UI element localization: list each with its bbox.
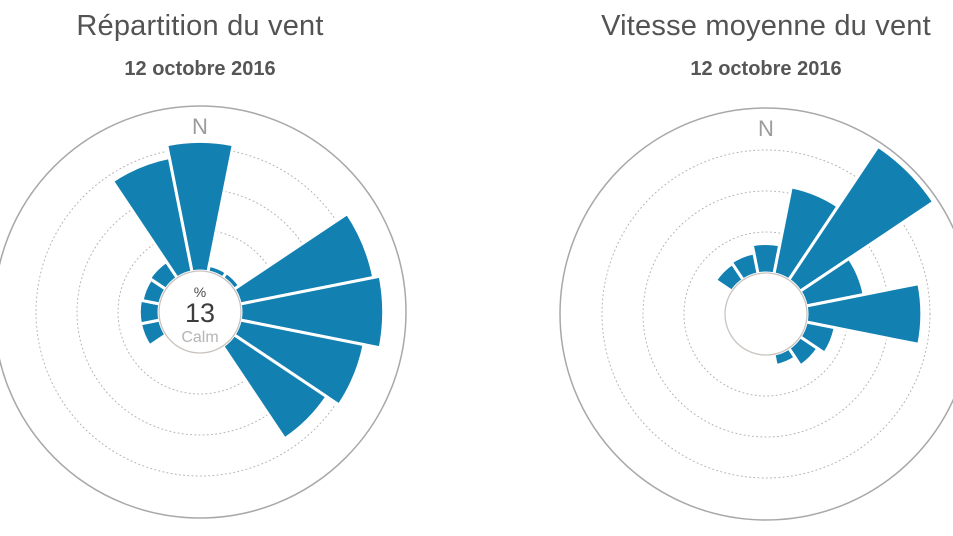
wind-speed-chart: Vitesse moyenne du vent 12 octobre 2016 …: [526, 0, 953, 536]
polar-axis-outer-circle: [559, 107, 953, 521]
wind-direction-chart: Répartition du vent 12 octobre 2016 % 13 C…: [0, 0, 440, 536]
polar-axis-outer-circle: [0, 105, 407, 519]
polar-grid-ring: [601, 149, 931, 479]
chart-subtitle-speed: 12 octobre 2016: [690, 58, 842, 80]
north-label: N: [758, 116, 774, 141]
wind-speed-rose: N: [559, 107, 953, 521]
north-label: N: [192, 114, 208, 139]
calm-unit-label: %: [194, 284, 206, 300]
chart-title-speed: Vitesse moyenne du vent: [601, 10, 931, 42]
calm-text-label: Calm: [181, 329, 218, 346]
calm-center-circle: [724, 272, 808, 356]
calm-center-circle: [158, 270, 242, 354]
chart-subtitle-direction: 12 octobre 2016: [124, 58, 276, 80]
calm-value: 13: [185, 298, 215, 328]
chart-title-direction: Répartition du vent: [76, 10, 324, 42]
